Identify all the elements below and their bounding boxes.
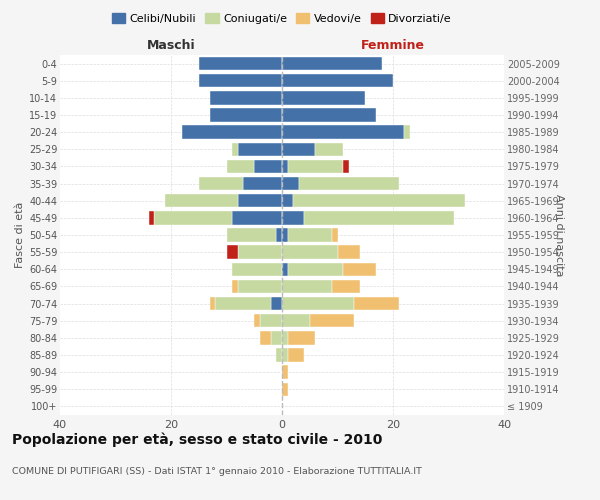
Bar (287, 331, 316, 344)
Bar (210, 297, 215, 310)
Bar (282, 228, 287, 241)
Bar (260, 314, 282, 328)
Bar (287, 348, 304, 362)
Bar (282, 314, 310, 328)
Bar (354, 297, 398, 310)
Bar (232, 142, 238, 156)
Bar (282, 142, 316, 156)
Bar (287, 160, 343, 173)
Bar (232, 262, 282, 276)
Bar (282, 57, 382, 70)
Bar (282, 91, 365, 104)
Bar (282, 211, 304, 224)
Bar (282, 366, 287, 379)
Bar (282, 262, 287, 276)
Bar (254, 314, 260, 328)
Bar (182, 126, 282, 139)
Text: Femmine: Femmine (361, 40, 425, 52)
Bar (271, 297, 282, 310)
Bar (243, 177, 282, 190)
Bar (282, 177, 299, 190)
Bar (287, 228, 332, 241)
Bar (232, 280, 238, 293)
Bar (282, 126, 404, 139)
Bar (238, 194, 282, 207)
Y-axis label: Anni di nascita: Anni di nascita (554, 194, 564, 276)
Bar (199, 74, 282, 88)
Bar (282, 297, 354, 310)
Y-axis label: Fasce di età: Fasce di età (14, 202, 25, 268)
Bar (282, 160, 287, 173)
Bar (199, 177, 243, 190)
Bar (238, 280, 282, 293)
Bar (149, 211, 154, 224)
Bar (277, 348, 282, 362)
Bar (166, 194, 238, 207)
Bar (282, 108, 376, 122)
Bar (293, 194, 465, 207)
Bar (210, 91, 282, 104)
Bar (332, 228, 337, 241)
Bar (210, 108, 282, 122)
Bar (277, 228, 282, 241)
Bar (238, 246, 282, 259)
Bar (271, 331, 282, 344)
Bar (199, 57, 282, 70)
Bar (227, 228, 277, 241)
Bar (227, 246, 238, 259)
Bar (343, 262, 376, 276)
Bar (282, 382, 287, 396)
Bar (316, 142, 343, 156)
Bar (282, 194, 293, 207)
Bar (227, 160, 254, 173)
Bar (304, 211, 454, 224)
Bar (282, 348, 287, 362)
Legend: Celibi/Nubili, Coniugati/e, Vedovi/e, Divorziati/e: Celibi/Nubili, Coniugati/e, Vedovi/e, Di… (110, 10, 454, 26)
Bar (287, 262, 343, 276)
Bar (337, 246, 360, 259)
Bar (282, 74, 393, 88)
Text: Popolazione per età, sesso e stato civile - 2010: Popolazione per età, sesso e stato civil… (12, 432, 382, 447)
Bar (254, 160, 282, 173)
Bar (232, 211, 282, 224)
Bar (310, 314, 354, 328)
Bar (154, 211, 232, 224)
Bar (282, 280, 332, 293)
Text: COMUNE DI PUTIFIGARI (SS) - Dati ISTAT 1° gennaio 2010 - Elaborazione TUTTITALIA: COMUNE DI PUTIFIGARI (SS) - Dati ISTAT 1… (12, 468, 422, 476)
Bar (343, 160, 349, 173)
Bar (215, 297, 271, 310)
Bar (299, 177, 398, 190)
Bar (282, 331, 287, 344)
Text: Maschi: Maschi (146, 40, 196, 52)
Bar (238, 142, 282, 156)
Bar (282, 246, 337, 259)
Bar (404, 126, 410, 139)
Bar (332, 280, 360, 293)
Bar (260, 331, 271, 344)
